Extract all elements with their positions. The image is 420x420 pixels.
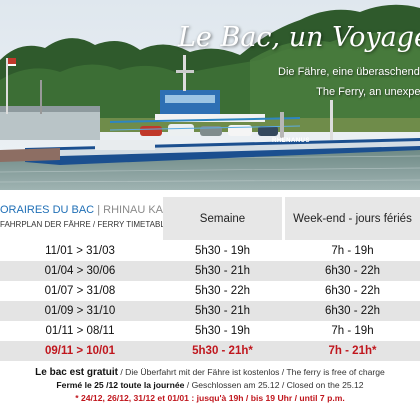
period-cell: 09/11 > 10/01: [44, 345, 116, 357]
note-free-lead: Le bac est gratuit: [35, 367, 118, 378]
timetable-heading: ORAIRES DU BAC | RHINAU KAPPEL FAHRPLAN …: [0, 197, 191, 240]
weekend-hours-cell: 7h - 21h*: [328, 345, 377, 357]
period-cell: 01/04 > 30/06: [44, 265, 116, 277]
banner-subtitle-en: The Ferry, an unexpec: [316, 86, 420, 98]
banner-title: Le Bac, un Voyage inatt: [178, 22, 420, 53]
table-row: 01/09 > 31/10 5h30 - 21h 6h30 - 22h: [0, 301, 420, 321]
table-row: 11/01 > 31/03 5h30 - 19h 7h - 19h: [0, 241, 420, 261]
ferry-photo: [0, 0, 420, 190]
table-row: 01/04 > 30/06 5h30 - 21h 6h30 - 22h: [0, 261, 420, 281]
table-row: 01/11 > 08/11 5h30 - 19h 7h - 19h: [0, 321, 420, 341]
period-cell: 01/07 > 31/08: [44, 285, 116, 297]
ferry-hull-name: RHENANUS: [272, 138, 311, 144]
weekend-hours-cell: 6h30 - 22h: [325, 285, 380, 297]
weekend-hours-cell: 6h30 - 22h: [325, 305, 380, 317]
note-closed: Fermé le 25 /12 toute la journée / Gesch…: [0, 379, 420, 392]
ferry-photo-banner: Le Bac, un Voyage inatt Die Fähre, eine …: [0, 0, 420, 190]
timetable-notes: Le bac est gratuit / Die Überfahrt mit d…: [0, 366, 420, 405]
period-cell: 01/09 > 31/10: [44, 305, 116, 317]
note-free: Le bac est gratuit / Die Überfahrt mit d…: [0, 366, 420, 379]
weekday-hours-cell: 5h30 - 22h: [195, 285, 250, 297]
timetable-header: ORAIRES DU BAC | RHINAU KAPPEL FAHRPLAN …: [0, 197, 420, 240]
ferry-timetable: ORAIRES DU BAC | RHINAU KAPPEL FAHRPLAN …: [0, 197, 420, 361]
heading-fr: ORAIRES DU BAC: [0, 204, 95, 216]
table-row: 01/07 > 31/08 5h30 - 22h 6h30 - 22h: [0, 281, 420, 301]
period-cell: 11/01 > 31/03: [45, 245, 115, 257]
column-header-weekday: Semaine: [163, 197, 282, 240]
weekday-hours-cell: 5h30 - 21h*: [192, 345, 253, 357]
weekday-hours-cell: 5h30 - 21h: [195, 305, 250, 317]
note-free-rest: / Die Überfahrt mit der Fähre ist kosten…: [117, 367, 385, 377]
period-cell: 01/11 > 08/11: [45, 325, 115, 337]
note-closed-rest: / Geschlossen am 25.12 / Closed on the 2…: [184, 380, 364, 390]
heading-separator: |: [94, 204, 104, 216]
weekday-hours-cell: 5h30 - 21h: [195, 265, 250, 277]
column-header-weekend: Week-end - jours fériés: [285, 197, 420, 240]
timetable-heading-sub: FAHRPLAN DER FÄHRE / FERRY TIMETABLE: [0, 220, 171, 229]
weekend-hours-cell: 6h30 - 22h: [325, 265, 380, 277]
weekend-hours-cell: 7h - 19h: [331, 325, 374, 337]
weekday-hours-cell: 5h30 - 19h: [195, 325, 250, 337]
weekday-hours-cell: 5h30 - 19h: [195, 245, 250, 257]
note-special-hours: * 24/12, 26/12, 31/12 et 01/01 : jusqu'à…: [75, 393, 345, 403]
table-row-holiday: 09/11 > 10/01 5h30 - 21h* 7h - 21h*: [0, 341, 420, 361]
weekend-hours-cell: 7h - 19h: [331, 245, 374, 257]
note-closed-lead: Fermé le 25 /12 toute la journée: [56, 380, 185, 390]
banner-subtitle-de: Die Fähre, eine überaschende: [278, 66, 420, 78]
